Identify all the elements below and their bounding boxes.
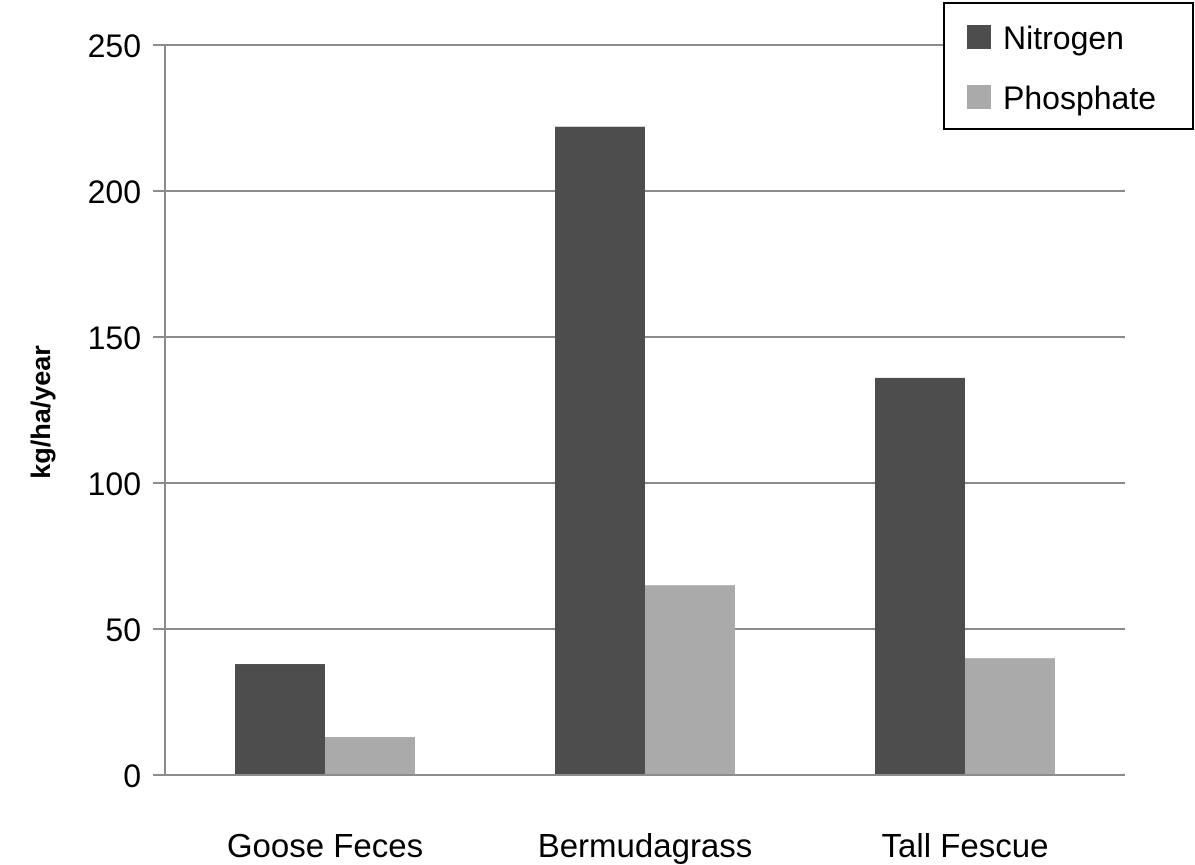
- bar-phosphate-tall-fescue: [965, 658, 1055, 775]
- y-tick-label: 250: [88, 28, 141, 64]
- y-axis-ticks: 0 50 100 150 200 250: [88, 28, 165, 794]
- y-tick-label: 0: [123, 758, 141, 794]
- bar-nitrogen-bermudagrass: [555, 126, 645, 775]
- y-axis-title: kg/ha/year: [26, 345, 56, 479]
- y-tick-label: 50: [105, 612, 141, 648]
- bar-nitrogen-tall-fescue: [875, 377, 965, 775]
- legend-swatch-nitrogen: [967, 25, 991, 49]
- legend: Nitrogen Phosphate: [943, 2, 1194, 130]
- x-axis-categories: Goose Feces Bermudagrass Tall Fescue: [227, 827, 1049, 864]
- x-category-label: Tall Fescue: [882, 827, 1049, 864]
- x-category-label: Bermudagrass: [538, 827, 753, 864]
- legend-label-phosphate: Phosphate: [1003, 80, 1156, 116]
- x-category-label: Goose Feces: [227, 827, 423, 864]
- bar-phosphate-goose-feces: [325, 737, 415, 775]
- y-tick-label: 150: [88, 320, 141, 356]
- legend-swatch-phosphate: [967, 85, 991, 109]
- bar-nitrogen-goose-feces: [235, 664, 325, 775]
- y-tick-label: 100: [88, 466, 141, 502]
- y-tick-label: 200: [88, 174, 141, 210]
- legend-label-nitrogen: Nitrogen: [1003, 20, 1124, 56]
- bar-phosphate-bermudagrass: [645, 585, 735, 775]
- bars: [235, 126, 1055, 775]
